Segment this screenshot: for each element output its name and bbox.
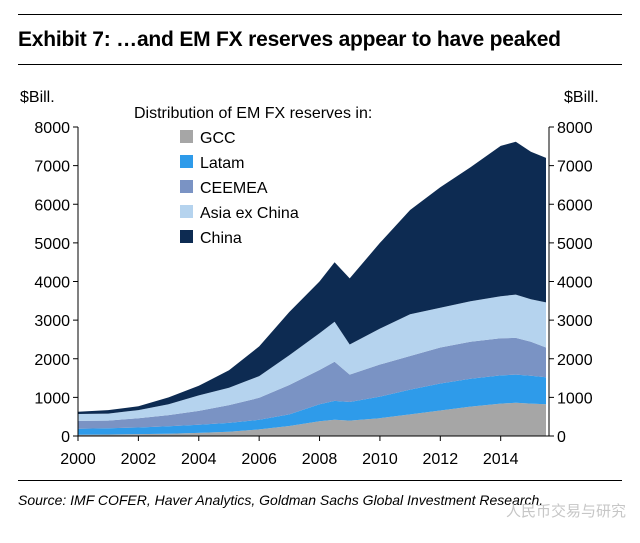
stacked-area-chart: 0 0 1000 1000 2000 2000 3000 3000 4000 4000 5000 50… — [20, 89, 599, 468]
legend-swatch — [180, 205, 193, 218]
area-latam — [78, 374, 546, 435]
y-tick-label-right: 5000 — [557, 236, 593, 253]
y-tick-label-right: 2000 — [557, 352, 593, 369]
y-tick-label-right: 7000 — [557, 159, 593, 176]
x-tick-label: 2002 — [121, 451, 157, 468]
legend-swatch — [180, 180, 193, 193]
legend-label: Latam — [200, 155, 244, 172]
x-tick-label: 2004 — [181, 451, 217, 468]
y-tick-label-left: 3000 — [34, 313, 70, 330]
area-series-group — [78, 141, 546, 436]
x-tick-label: 2008 — [302, 451, 338, 468]
legend-swatch — [180, 155, 193, 168]
title-rule — [18, 64, 622, 65]
y-tick-label-left: 0 — [61, 429, 70, 446]
legend: Distribution of EM FX reserves in: GCC Lat… — [134, 105, 372, 247]
y-tick-label-right: 0 — [557, 429, 566, 446]
y-tick-label-left: 2000 — [34, 352, 70, 369]
y-axis-label-right: $Bill. — [564, 89, 599, 106]
legend-label: GCC — [200, 130, 236, 147]
watermark-text: 人民币交易与研究 — [505, 502, 626, 520]
y-tick-label-right: 3000 — [557, 313, 593, 330]
legend-label: Asia ex China — [200, 205, 299, 222]
y-tick-label-left: 4000 — [34, 275, 70, 292]
top-rule — [18, 14, 622, 15]
legend-label: CEEMEA — [200, 180, 268, 197]
exhibit-title: Exhibit 7: …and EM FX reserves appear to… — [18, 28, 561, 51]
x-tick-label: 2006 — [241, 451, 277, 468]
y-tick-label-right: 4000 — [557, 275, 593, 292]
y-axis-label-left: $Bill. — [20, 89, 55, 106]
x-tick-label: 2010 — [362, 451, 398, 468]
y-tick-label-left: 1000 — [34, 390, 70, 407]
x-tick-label: 2000 — [60, 451, 96, 468]
legend-swatch — [180, 130, 193, 143]
axes-group: 0 0 1000 1000 2000 2000 3000 3000 4000 4000 5000 50… — [20, 89, 599, 468]
legend-swatch — [180, 230, 193, 243]
y-tick-label-right: 6000 — [557, 197, 593, 214]
legend-label: China — [200, 230, 242, 247]
y-tick-label-right: 8000 — [557, 120, 593, 137]
x-tick-label: 2012 — [423, 451, 459, 468]
y-tick-label-right: 1000 — [557, 390, 593, 407]
area-gcc — [78, 402, 546, 436]
area-china — [78, 141, 546, 414]
legend-title: Distribution of EM FX reserves in: — [134, 105, 372, 122]
area-asia-ex-china — [78, 294, 546, 421]
bottom-rule — [18, 480, 622, 481]
y-tick-label-left: 7000 — [34, 159, 70, 176]
y-tick-label-left: 8000 — [34, 120, 70, 137]
area-ceemea — [78, 337, 546, 429]
source-note: Source: IMF COFER, Haver Analytics, Gold… — [18, 492, 544, 508]
y-tick-label-left: 6000 — [34, 197, 70, 214]
x-tick-label: 2014 — [483, 451, 519, 468]
y-tick-label-left: 5000 — [34, 236, 70, 253]
